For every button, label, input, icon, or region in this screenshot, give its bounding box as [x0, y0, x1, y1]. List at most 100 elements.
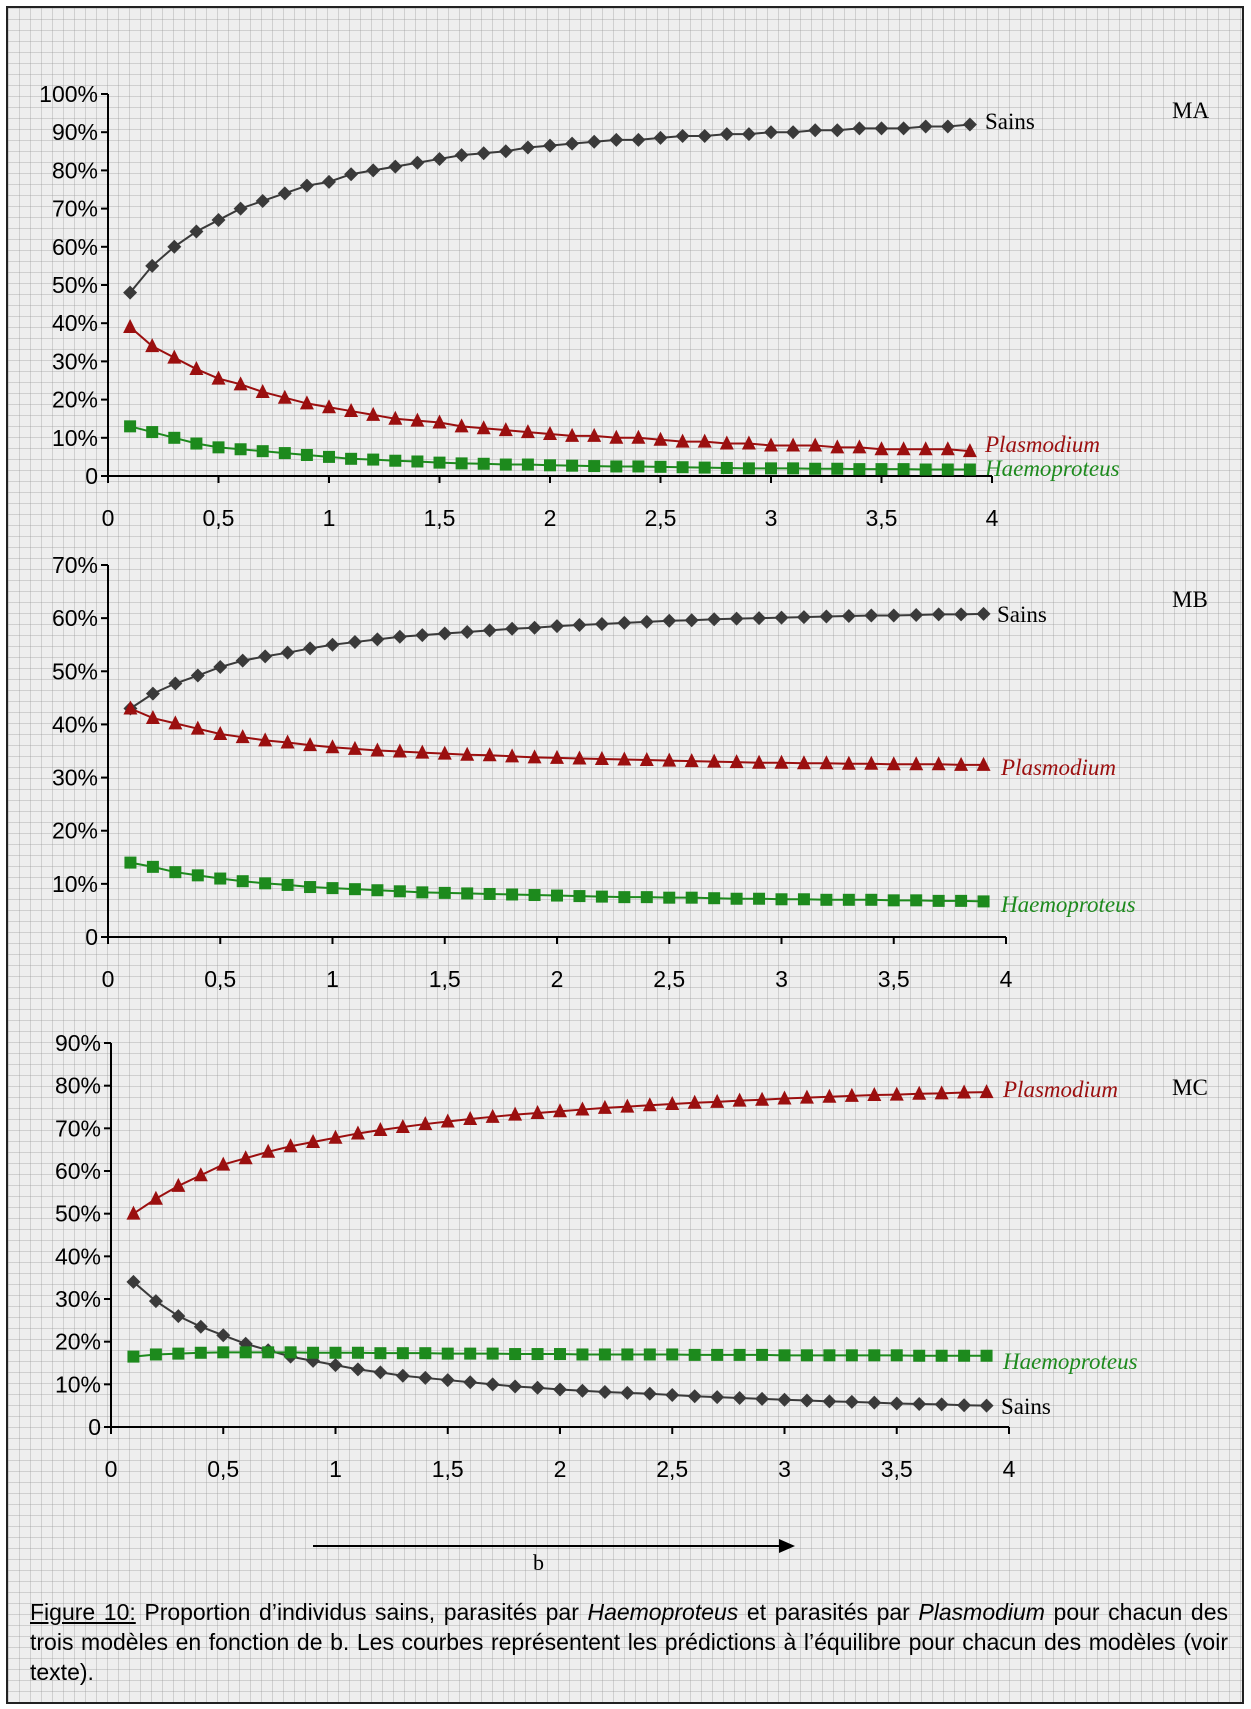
data-point-sains: [662, 613, 677, 628]
data-point-plasmodium: [280, 734, 295, 749]
data-point-haemoproteus: [820, 893, 833, 906]
data-point-haemoproteus: [509, 1348, 522, 1361]
caption-italic-haemoproteus: Haemoproteus: [587, 1599, 739, 1625]
data-point-plasmodium: [126, 1205, 141, 1220]
data-point-plasmodium: [171, 1177, 186, 1192]
x-tick-label: 0,5: [204, 966, 236, 992]
data-point-plasmodium: [819, 755, 834, 770]
data-point-plasmodium: [328, 1129, 343, 1144]
y-tick-label: 20%: [52, 387, 98, 413]
data-point-sains: [233, 201, 248, 216]
series-label-haemoproteus: Haemoproteus: [1000, 892, 1136, 917]
data-point-plasmodium: [418, 1116, 433, 1131]
data-point-plasmodium: [799, 1089, 814, 1104]
data-point-plasmodium: [211, 370, 226, 385]
y-tick-label: 70%: [52, 552, 98, 578]
data-point-sains: [392, 629, 407, 644]
y-tick-label: 70%: [55, 1115, 101, 1141]
data-point-haemoproteus: [765, 462, 777, 475]
data-point-plasmodium: [896, 441, 911, 456]
data-point-haemoproteus: [127, 1350, 140, 1363]
data-point-haemoproteus: [461, 887, 474, 900]
data-point-plasmodium: [189, 361, 204, 376]
data-point-haemoproteus: [168, 431, 181, 444]
data-point-haemoproteus: [214, 872, 227, 885]
x-tick-label: 1,5: [429, 966, 461, 992]
data-point-sains: [520, 140, 535, 155]
data-point-sains: [796, 610, 811, 625]
data-point-sains: [719, 127, 734, 142]
data-point-plasmodium: [684, 753, 699, 768]
y-tick-label: 0: [88, 1414, 101, 1440]
y-tick-label: 30%: [52, 765, 98, 791]
data-point-haemoproteus: [595, 890, 608, 903]
data-point-plasmodium: [808, 437, 823, 452]
data-point-haemoproteus: [236, 875, 249, 888]
data-point-sains: [841, 609, 856, 624]
data-point-sains: [729, 611, 744, 626]
data-point-plasmodium: [283, 1138, 298, 1153]
data-point-haemoproteus: [371, 884, 384, 897]
data-point-plasmodium: [697, 433, 712, 448]
data-point-haemoproteus: [304, 881, 317, 894]
data-point-haemoproteus: [618, 891, 631, 904]
x-tick-label: 2: [554, 1456, 567, 1482]
data-point-haemoproteus: [756, 1348, 769, 1361]
y-tick-label: 0: [85, 924, 98, 950]
data-point-haemoproteus: [477, 457, 490, 470]
chart-ma: MA Sains Plasmodium Haemoproteus: [984, 98, 1209, 481]
data-point-plasmodium: [572, 750, 587, 765]
data-point-plasmodium: [707, 753, 722, 768]
series-label-plasmodium: Plasmodium: [984, 432, 1100, 457]
data-point-haemoproteus: [307, 1346, 320, 1359]
data-point-sains: [145, 258, 160, 273]
x-tick-label: 4: [986, 505, 999, 531]
x-tick-label: 3,5: [866, 505, 898, 531]
data-point-plasmodium: [565, 427, 580, 442]
data-point-plasmodium: [145, 338, 160, 353]
data-point-haemoproteus: [654, 460, 667, 473]
data-point-haemoproteus: [499, 458, 512, 471]
data-point-plasmodium: [395, 1119, 410, 1134]
series-label-plasmodium: Plasmodium: [1002, 1077, 1118, 1102]
data-point-sains: [931, 607, 946, 622]
data-point-sains: [874, 121, 889, 136]
y-tick-label: 30%: [55, 1286, 101, 1312]
data-point-sains: [617, 615, 632, 630]
data-point-sains: [844, 1394, 859, 1409]
data-point-haemoproteus: [588, 460, 601, 473]
data-point-haemoproteus: [910, 894, 923, 907]
data-point-plasmodium: [258, 732, 273, 747]
x-tick-label: 2: [544, 505, 557, 531]
data-point-haemoproteus: [124, 420, 137, 433]
data-point-sains: [697, 129, 712, 144]
y-tick-label: 70%: [52, 196, 98, 222]
x-tick-label: 0: [105, 1456, 118, 1482]
data-point-haemoproteus: [955, 894, 968, 907]
data-point-plasmodium: [460, 746, 475, 761]
y-tick-label: 80%: [52, 157, 98, 183]
data-point-haemoproteus: [753, 892, 766, 905]
data-point-sains: [418, 1370, 433, 1385]
x-tick-label: 3: [778, 1456, 791, 1482]
series-label-sains: Sains: [985, 109, 1035, 134]
data-point-haemoproteus: [980, 1349, 993, 1362]
data-point-sains: [388, 159, 403, 174]
data-point-haemoproteus: [212, 441, 225, 454]
y-tick-label: 10%: [52, 425, 98, 451]
data-point-plasmodium: [325, 739, 340, 754]
data-point-sains: [867, 1395, 882, 1410]
data-point-haemoproteus: [411, 455, 424, 468]
data-point-sains: [957, 1398, 972, 1413]
data-point-plasmodium: [482, 747, 497, 762]
data-point-haemoproteus: [433, 456, 446, 469]
x-tick-label: 1,5: [432, 1456, 464, 1482]
data-point-sains: [347, 635, 362, 650]
caption-text-3: pour chacun des trois modèles en fonctio…: [30, 1599, 1229, 1685]
data-point-sains: [653, 130, 668, 145]
data-point-sains: [322, 174, 336, 189]
x-tick-label: 4: [1003, 1456, 1016, 1482]
data-point-haemoproteus: [823, 1349, 836, 1362]
data-point-plasmodium: [145, 710, 160, 725]
chart-mb: MB Sains Plasmodium Haemoproteus: [997, 587, 1208, 917]
